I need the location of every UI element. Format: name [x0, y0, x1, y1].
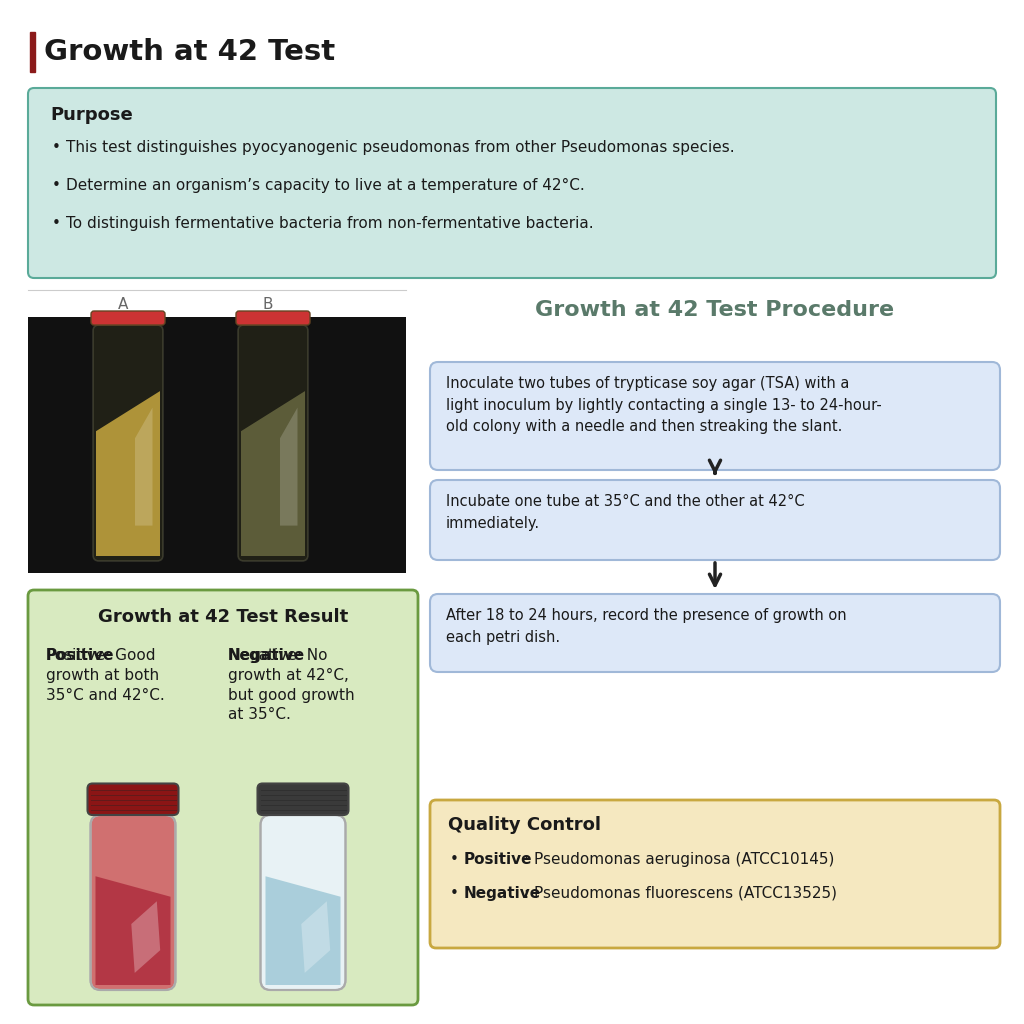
Text: •: •: [450, 852, 459, 867]
Polygon shape: [280, 408, 298, 525]
Polygon shape: [241, 391, 305, 556]
Text: Negative: No
growth at 42°C,
but good growth
at 35°C.: Negative: No growth at 42°C, but good gr…: [228, 648, 354, 722]
Text: : Pseudomonas fluorescens (ATCC13525): : Pseudomonas fluorescens (ATCC13525): [524, 886, 837, 901]
FancyBboxPatch shape: [430, 480, 1000, 560]
Text: After 18 to 24 hours, record the presence of growth on
each petri dish.: After 18 to 24 hours, record the presenc…: [446, 608, 847, 644]
Text: •: •: [52, 216, 60, 231]
FancyBboxPatch shape: [87, 783, 178, 815]
Text: •: •: [450, 886, 459, 901]
Text: Purpose: Purpose: [50, 106, 133, 124]
Polygon shape: [96, 391, 160, 556]
FancyBboxPatch shape: [28, 88, 996, 278]
Text: •: •: [52, 140, 60, 155]
Polygon shape: [95, 877, 171, 985]
Text: Growth at 42 Test: Growth at 42 Test: [44, 38, 335, 66]
FancyBboxPatch shape: [236, 311, 310, 325]
Text: Negative: Negative: [464, 886, 541, 901]
FancyBboxPatch shape: [28, 590, 418, 1005]
Text: To distinguish fermentative bacteria from non-fermentative bacteria.: To distinguish fermentative bacteria fro…: [66, 216, 594, 231]
Text: Growth at 42 Test Result: Growth at 42 Test Result: [98, 608, 348, 626]
Text: Positive: Positive: [464, 852, 532, 867]
FancyBboxPatch shape: [430, 362, 1000, 470]
Text: Negative: Negative: [228, 648, 305, 663]
FancyBboxPatch shape: [90, 815, 175, 990]
FancyBboxPatch shape: [93, 325, 163, 561]
Text: Inoculate two tubes of trypticase soy agar (TSA) with a
light inoculum by lightl: Inoculate two tubes of trypticase soy ag…: [446, 376, 882, 434]
Polygon shape: [131, 901, 160, 973]
FancyBboxPatch shape: [430, 800, 1000, 948]
Polygon shape: [135, 408, 153, 525]
Text: This test distinguishes pyocyanogenic pseudomonas from other Pseudomonas species: This test distinguishes pyocyanogenic ps…: [66, 140, 734, 155]
FancyBboxPatch shape: [257, 783, 348, 815]
FancyBboxPatch shape: [238, 325, 308, 561]
Text: Incubate one tube at 35°C and the other at 42°C
immediately.: Incubate one tube at 35°C and the other …: [446, 494, 805, 530]
Bar: [30, 32, 35, 72]
Polygon shape: [301, 901, 330, 973]
FancyBboxPatch shape: [260, 815, 345, 990]
Text: Determine an organism’s capacity to live at a temperature of 42°C.: Determine an organism’s capacity to live…: [66, 178, 585, 193]
Text: B: B: [263, 297, 273, 312]
Polygon shape: [265, 877, 341, 985]
Text: Quality Control: Quality Control: [449, 816, 601, 834]
Text: •: •: [52, 178, 60, 193]
Text: Growth at 42 Test Procedure: Growth at 42 Test Procedure: [536, 300, 895, 319]
Text: Positive: Good
growth at both
35°C and 42°C.: Positive: Good growth at both 35°C and 4…: [46, 648, 165, 702]
FancyBboxPatch shape: [430, 594, 1000, 672]
FancyBboxPatch shape: [91, 311, 165, 325]
Text: A: A: [118, 297, 128, 312]
Bar: [28, 317, 406, 573]
Text: : Pseudomonas aeruginosa (ATCC10145): : Pseudomonas aeruginosa (ATCC10145): [524, 852, 835, 867]
Text: Positive: Positive: [46, 648, 115, 663]
